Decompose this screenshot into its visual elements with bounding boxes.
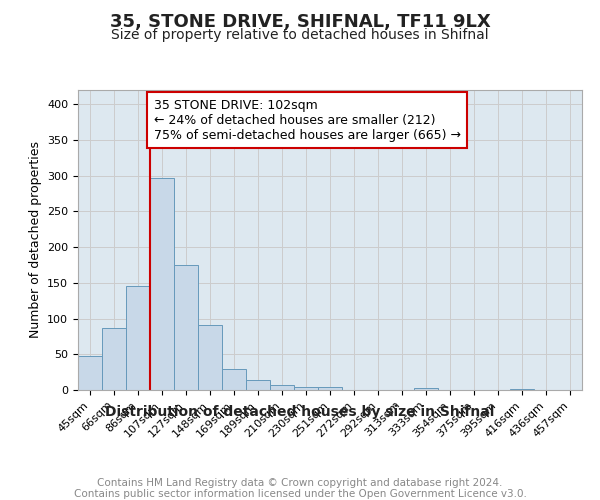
Bar xyxy=(294,387,318,390)
Bar xyxy=(318,387,342,390)
Bar xyxy=(126,286,150,390)
Bar xyxy=(174,265,198,390)
Bar xyxy=(198,325,222,390)
Bar xyxy=(246,380,270,390)
Bar xyxy=(150,178,174,390)
Bar xyxy=(510,388,534,390)
Bar xyxy=(78,356,102,390)
Text: 35, STONE DRIVE, SHIFNAL, TF11 9LX: 35, STONE DRIVE, SHIFNAL, TF11 9LX xyxy=(110,12,490,30)
Y-axis label: Number of detached properties: Number of detached properties xyxy=(29,142,41,338)
Bar xyxy=(222,368,246,390)
Bar xyxy=(270,385,294,390)
Text: Size of property relative to detached houses in Shifnal: Size of property relative to detached ho… xyxy=(111,28,489,42)
Bar xyxy=(414,388,438,390)
Bar xyxy=(102,328,126,390)
Text: Contains HM Land Registry data © Crown copyright and database right 2024.
Contai: Contains HM Land Registry data © Crown c… xyxy=(74,478,526,499)
Text: Distribution of detached houses by size in Shifnal: Distribution of detached houses by size … xyxy=(106,405,494,419)
Text: 35 STONE DRIVE: 102sqm
← 24% of detached houses are smaller (212)
75% of semi-de: 35 STONE DRIVE: 102sqm ← 24% of detached… xyxy=(154,98,461,142)
